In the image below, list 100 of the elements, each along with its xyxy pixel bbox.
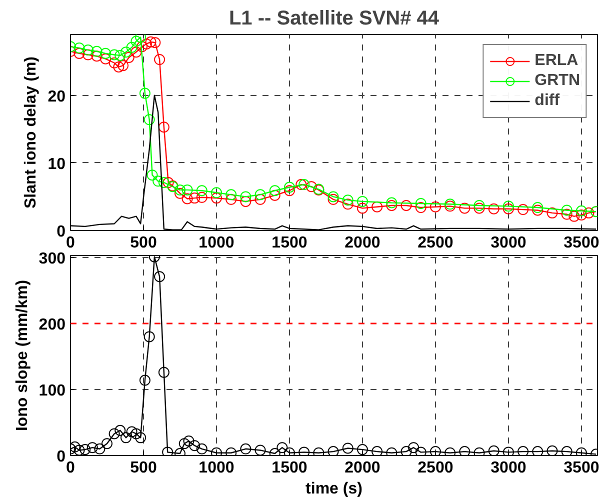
point <box>100 48 112 59</box>
point <box>576 209 587 220</box>
point <box>276 442 288 454</box>
point <box>174 184 186 196</box>
point <box>240 196 252 207</box>
point <box>101 438 112 450</box>
point <box>415 446 426 456</box>
point <box>502 446 514 456</box>
point <box>80 444 91 456</box>
point <box>130 46 142 58</box>
point <box>488 445 500 456</box>
point <box>130 428 142 440</box>
point <box>518 204 529 216</box>
y-axis-title: Iono slope (mm/km) <box>14 280 31 432</box>
point <box>136 41 148 52</box>
point <box>254 189 266 200</box>
x-tick-label: 3000 <box>490 234 526 252</box>
point <box>74 48 85 59</box>
point <box>269 190 280 201</box>
point <box>183 435 194 446</box>
point <box>113 61 124 72</box>
x-tick-label: 2000 <box>344 460 380 476</box>
point <box>196 192 208 203</box>
point <box>328 194 339 205</box>
point <box>146 170 158 181</box>
point <box>139 374 150 386</box>
point <box>74 444 85 456</box>
point <box>210 187 222 198</box>
point <box>158 366 170 378</box>
point <box>108 49 120 60</box>
legend-label: GRTN <box>534 72 580 90</box>
y-tick-label: 300 <box>38 250 66 268</box>
point <box>240 191 252 202</box>
point <box>108 57 120 68</box>
point <box>561 204 572 216</box>
point <box>356 444 368 456</box>
point <box>400 200 412 211</box>
point <box>130 36 142 47</box>
point <box>328 191 339 202</box>
point <box>546 445 558 456</box>
point <box>123 52 134 63</box>
point <box>158 122 170 133</box>
point <box>154 271 166 282</box>
point <box>144 331 155 342</box>
point <box>546 207 558 218</box>
point <box>561 208 572 220</box>
point <box>568 210 580 222</box>
point <box>298 179 310 190</box>
point <box>120 46 132 58</box>
point <box>178 438 190 450</box>
point <box>182 184 193 196</box>
point <box>459 446 470 456</box>
point <box>269 185 280 196</box>
y-tick-label: 0 <box>56 448 66 466</box>
point <box>189 440 200 452</box>
point <box>189 192 200 204</box>
point <box>342 198 354 210</box>
x-tick-label: 500 <box>130 460 157 476</box>
point <box>226 194 237 205</box>
legend-label: diff <box>534 92 560 110</box>
x-tick-label: 2500 <box>418 460 454 476</box>
point <box>145 36 156 48</box>
point <box>135 432 146 444</box>
point <box>296 179 307 190</box>
point <box>82 49 94 60</box>
point <box>415 198 426 209</box>
point <box>342 194 354 206</box>
x-tick-label: 1500 <box>272 234 308 252</box>
y-tick-label: 200 <box>38 316 66 334</box>
point <box>118 60 129 72</box>
x-tick-label: 3500 <box>564 234 600 252</box>
point <box>284 182 295 193</box>
point <box>372 201 383 212</box>
x-tick-label: 500 <box>130 234 157 252</box>
x-tick-label: 2500 <box>418 234 454 252</box>
point <box>356 202 368 214</box>
x-tick-label: 1500 <box>272 460 308 476</box>
point <box>152 176 164 187</box>
point <box>94 443 106 454</box>
point <box>91 46 102 57</box>
point <box>386 197 398 208</box>
point <box>162 446 174 456</box>
point <box>430 201 441 212</box>
point <box>210 192 222 204</box>
point <box>532 202 544 214</box>
chart-title: L1 -- Satellite SVN# 44 <box>228 8 440 30</box>
point <box>240 443 252 454</box>
point <box>254 194 266 205</box>
point <box>328 446 339 456</box>
point <box>154 54 166 65</box>
x-tick-label: 3500 <box>564 460 600 476</box>
point <box>144 114 155 126</box>
point <box>174 188 186 199</box>
point <box>126 42 138 53</box>
point <box>408 442 420 454</box>
x-tick-label: 1000 <box>198 234 234 252</box>
point <box>254 444 266 456</box>
point <box>502 200 514 212</box>
point <box>182 193 193 204</box>
point <box>140 38 152 50</box>
